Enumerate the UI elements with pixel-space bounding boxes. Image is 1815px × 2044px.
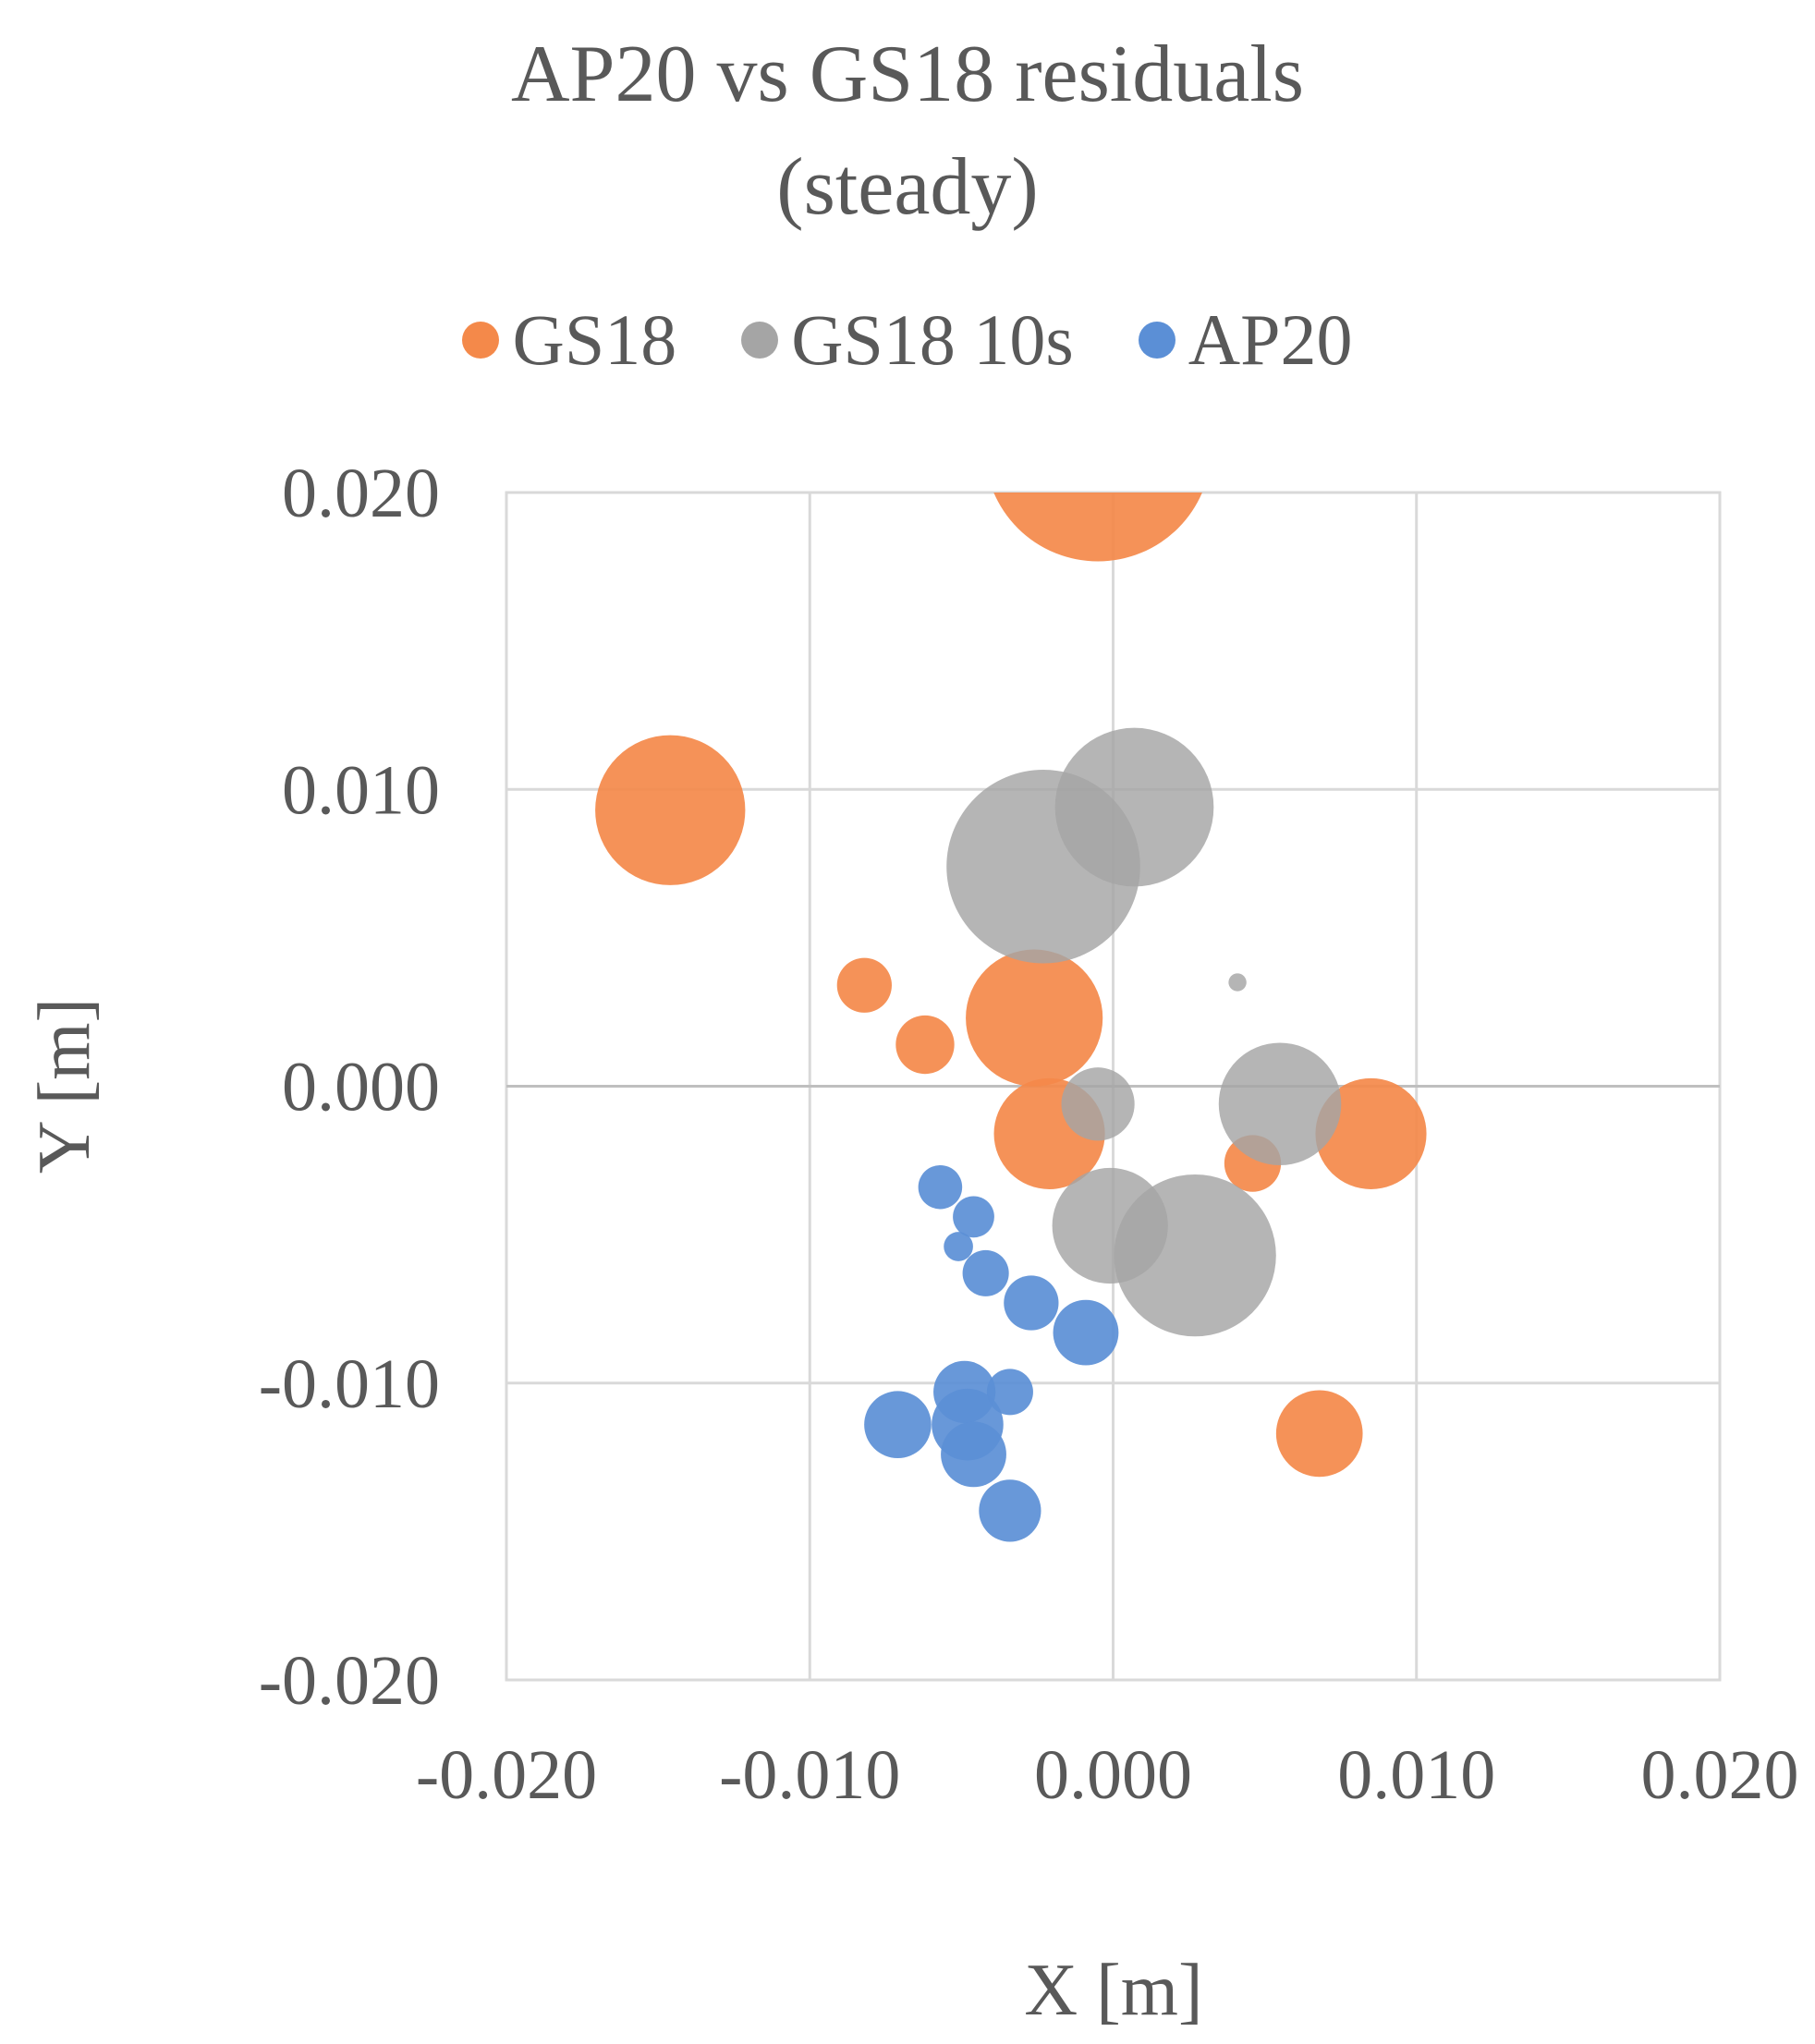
- x-tick-label: 0.000: [1034, 1736, 1192, 1814]
- y-tick-label: -0.020: [259, 1642, 440, 1720]
- bubble-ap20-2: [944, 1232, 973, 1261]
- chart-title: AP20 vs GS18 residuals (steady): [0, 18, 1815, 244]
- legend-item-gs18-10s: GS18 10s: [741, 298, 1074, 382]
- x-tick-labels: -0.020 -0.010 0.000 0.010 0.020: [416, 1736, 1799, 1814]
- bubble-gs18-2: [966, 949, 1103, 1087]
- bubble-ap20-0: [918, 1164, 963, 1210]
- chart-title-line-2: (steady): [776, 142, 1039, 232]
- bubble-ap20-4: [1004, 1275, 1059, 1331]
- bubble-gs18-6: [1315, 1077, 1427, 1189]
- legend-label-gs18: GS18: [512, 299, 677, 380]
- bubble-gs18-10s-2: [1218, 1042, 1342, 1166]
- y-tick-labels: 0.020 0.010 0.000 -0.010 -0.020: [259, 455, 440, 1720]
- bubble-gs18-10s-6: [1228, 973, 1247, 992]
- x-axis-label: X [m]: [1024, 1950, 1202, 2031]
- y-axis-label: Y [m]: [24, 998, 105, 1174]
- legend-marker-ap20: [1138, 322, 1175, 359]
- gridlines: [506, 493, 1720, 1680]
- bubbles: [595, 493, 1427, 1542]
- legend-label-ap20: AP20: [1188, 299, 1353, 380]
- legend-label-gs18-10s: GS18 10s: [791, 299, 1074, 380]
- bubble-ap20-10: [941, 1421, 1006, 1488]
- legend-item-gs18: GS18: [462, 298, 676, 382]
- y-tick-label: 0.020: [282, 455, 440, 532]
- bubble-ap20-1: [953, 1196, 994, 1238]
- x-tick-label: 0.010: [1337, 1736, 1495, 1814]
- bubble-gs18-8: [1275, 1390, 1363, 1478]
- legend-marker-gs18-10s: [741, 322, 779, 359]
- legend: GS18 GS18 10s AP20: [0, 294, 1815, 386]
- legend-item-ap20: AP20: [1138, 298, 1353, 382]
- bubble-ap20-5: [1053, 1299, 1119, 1366]
- bubble-ap20-8: [864, 1391, 932, 1459]
- y-tick-label: 0.010: [282, 751, 440, 829]
- bubble-gs18-1: [595, 735, 746, 885]
- bubble-ap20-11: [979, 1479, 1041, 1542]
- bubble-gs18-10s-5: [1114, 1174, 1276, 1337]
- x-tick-label: -0.010: [719, 1736, 900, 1814]
- bubble-gs18-10s-3: [1061, 1067, 1135, 1141]
- legend-marker-gs18: [462, 322, 500, 359]
- bubble-ap20-7: [986, 1369, 1033, 1416]
- bubble-gs18-4: [895, 1015, 955, 1075]
- chart-title-line-1: AP20 vs GS18 residuals: [510, 30, 1305, 119]
- y-tick-label: 0.000: [282, 1049, 440, 1126]
- bubble-gs18-3: [836, 957, 892, 1013]
- bubble-gs18-0: [993, 493, 1202, 562]
- bubble-gs18-10s-1: [946, 770, 1140, 964]
- bubble-ap20-3: [962, 1249, 1009, 1296]
- x-tick-label: 0.020: [1641, 1736, 1799, 1814]
- x-tick-label: -0.020: [416, 1736, 597, 1814]
- y-tick-label: -0.010: [259, 1345, 440, 1423]
